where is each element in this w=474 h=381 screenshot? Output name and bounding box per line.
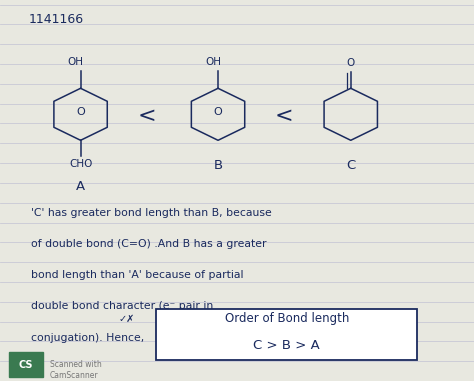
Text: C > B > A: C > B > A — [254, 339, 320, 352]
Text: CHO: CHO — [69, 159, 92, 169]
Text: C: C — [346, 159, 356, 172]
Text: CamScanner: CamScanner — [50, 371, 99, 380]
Text: <: < — [137, 106, 156, 126]
Bar — [9, 352, 43, 377]
Text: Scanned with: Scanned with — [50, 360, 101, 369]
Text: OH: OH — [205, 57, 221, 67]
Bar — [156, 309, 417, 360]
Text: O: O — [346, 59, 355, 69]
Text: bond length than 'A' because of partial: bond length than 'A' because of partial — [31, 270, 243, 280]
Text: CS: CS — [19, 360, 33, 370]
Text: OH: OH — [68, 57, 84, 67]
Text: 1141166: 1141166 — [28, 13, 83, 26]
Text: Order of Bond length: Order of Bond length — [225, 312, 349, 325]
Text: <: < — [275, 106, 294, 126]
Text: A: A — [76, 180, 85, 193]
Text: conjugation). Hence,: conjugation). Hence, — [31, 333, 144, 343]
Text: 'C' has greater bond length than B, because: 'C' has greater bond length than B, beca… — [31, 208, 272, 218]
Text: of double bond (C=O) .And B has a greater: of double bond (C=O) .And B has a greate… — [31, 239, 266, 249]
Text: O: O — [76, 107, 85, 117]
Text: O: O — [214, 107, 222, 117]
Text: ✓✗: ✓✗ — [118, 314, 135, 324]
Text: B: B — [213, 159, 223, 172]
Text: double bond character (e⁻ pair in: double bond character (e⁻ pair in — [31, 301, 213, 311]
